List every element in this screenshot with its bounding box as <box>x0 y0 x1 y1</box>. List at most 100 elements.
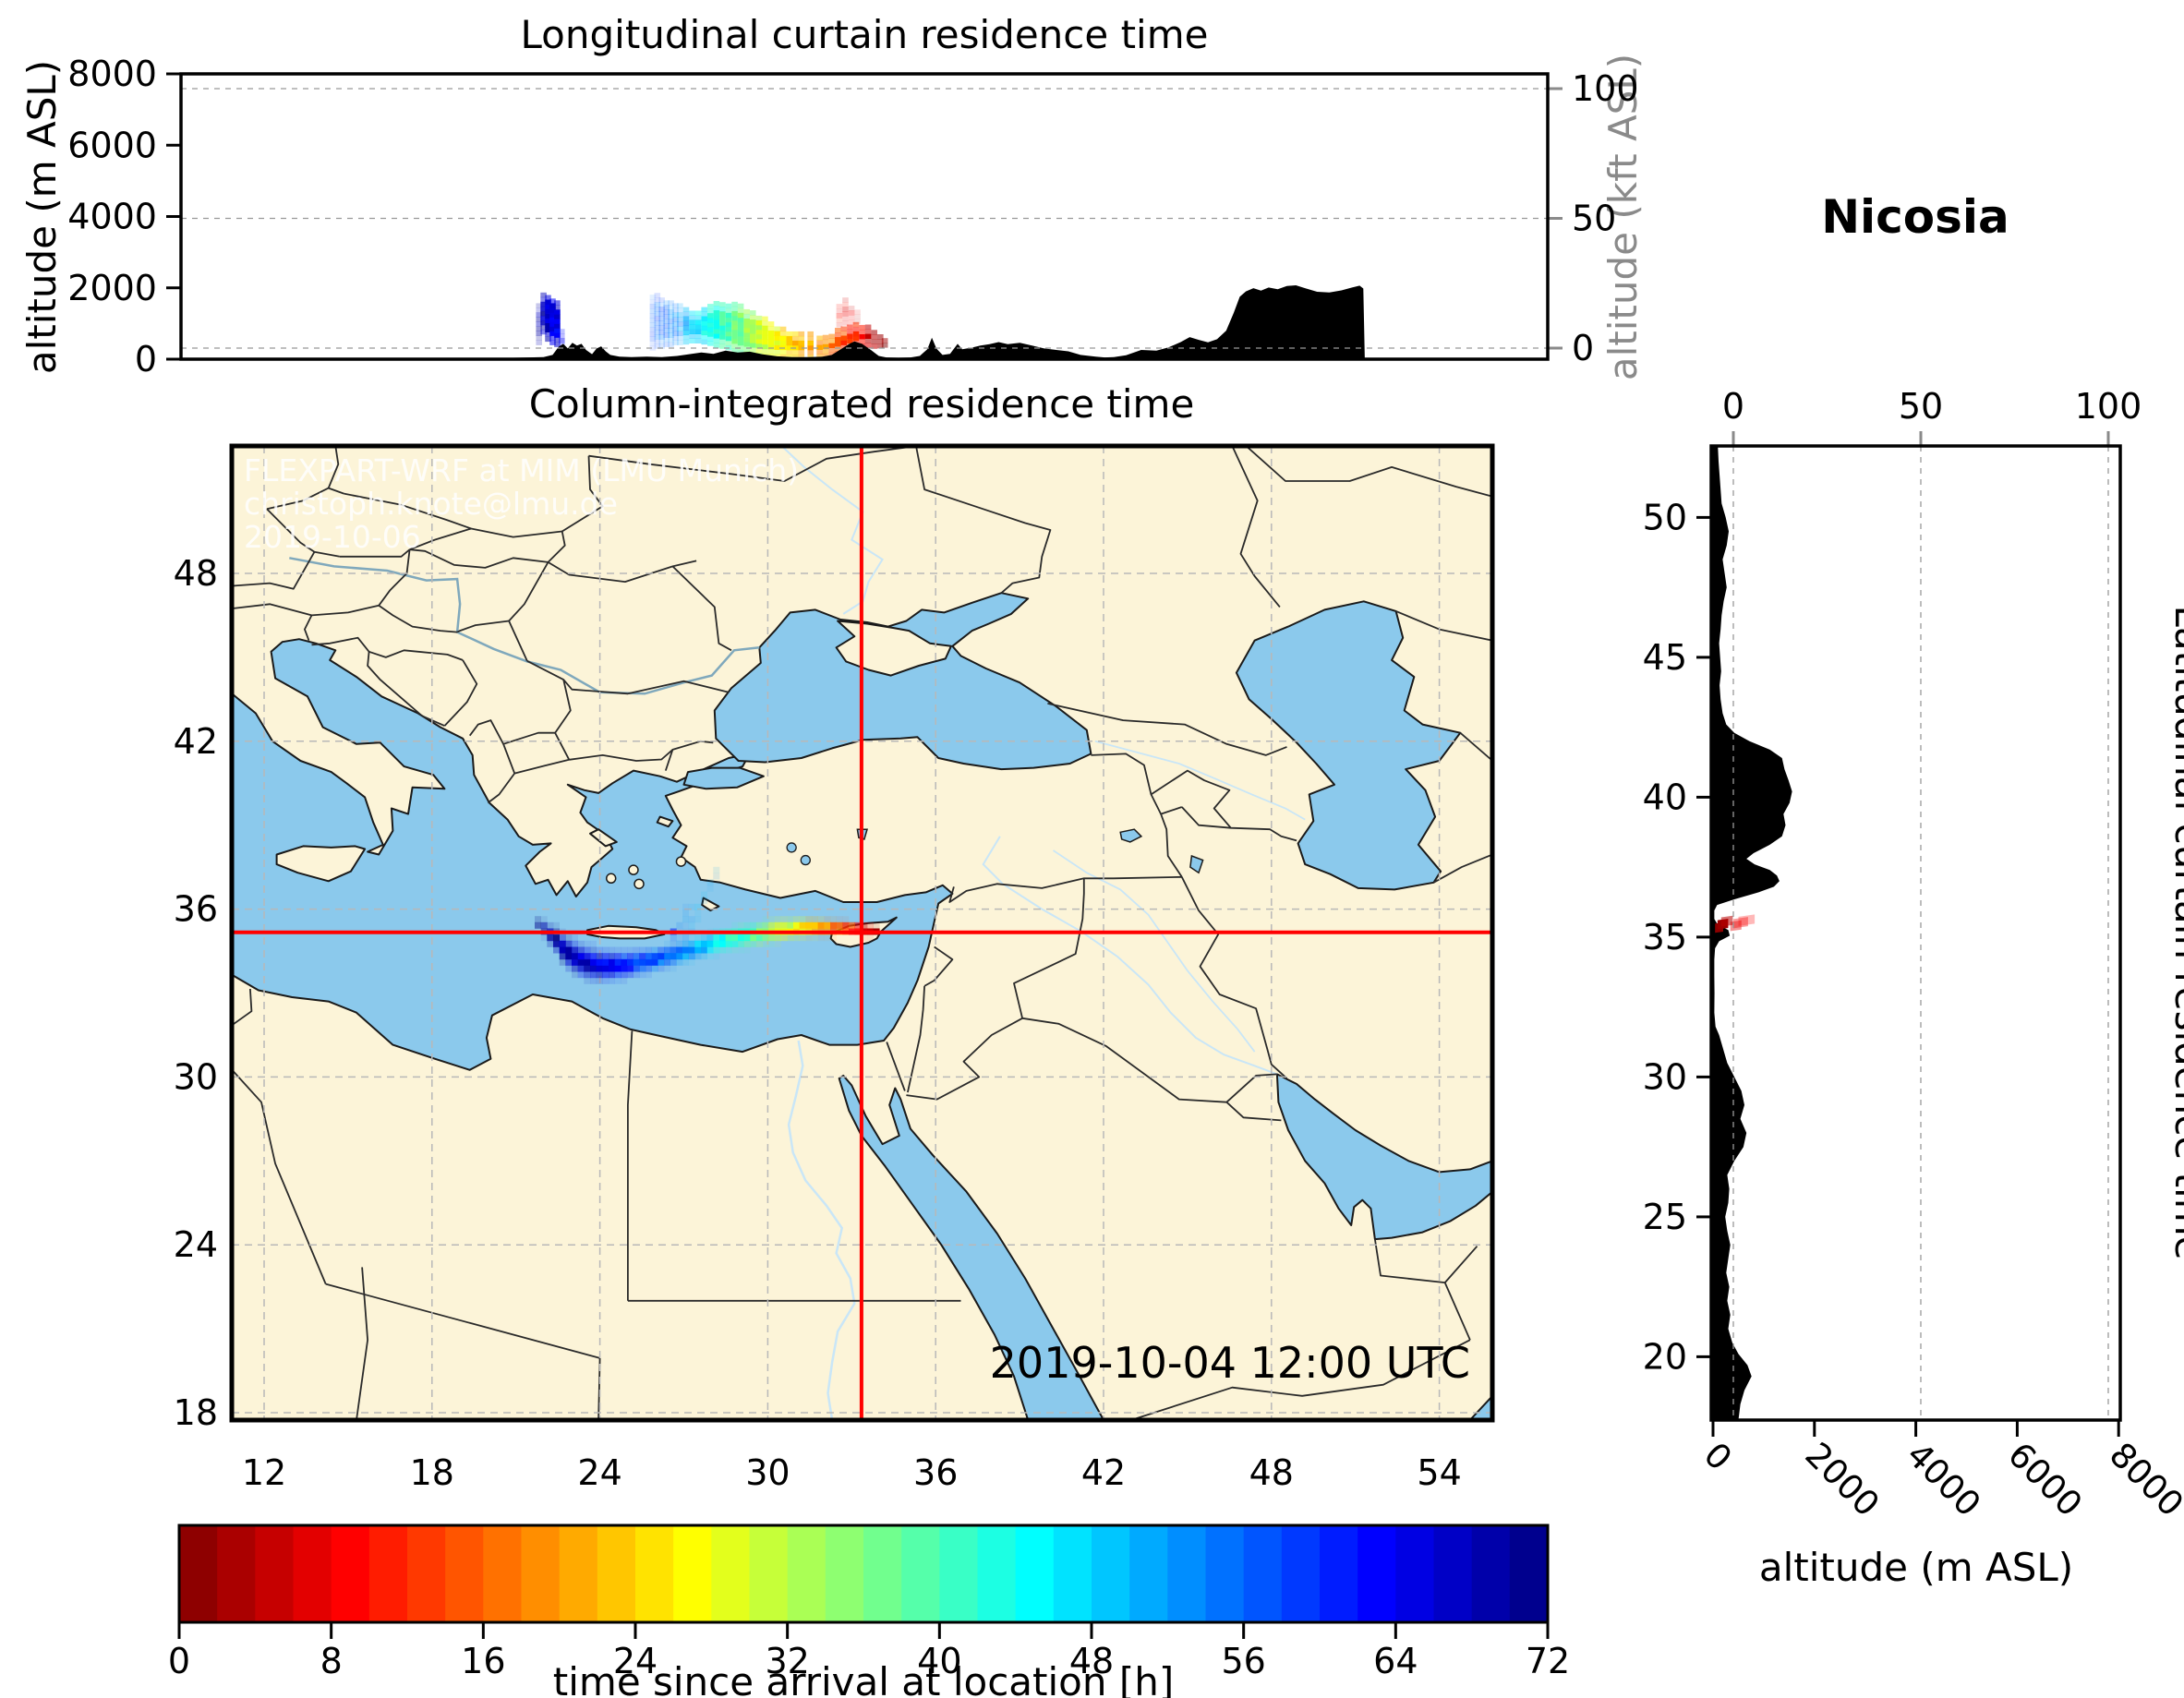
country-border <box>409 548 549 569</box>
colorbar-segment <box>559 1525 598 1622</box>
map-panel-title: Column-integrated residence time <box>529 381 1195 427</box>
longitudinal-plume <box>536 292 888 359</box>
longitudinal-ylabel: altitude (m ASL) <box>19 60 65 374</box>
island-crimea <box>835 620 952 677</box>
island-small <box>628 864 639 875</box>
map-frame <box>229 443 1495 1423</box>
xtick-label: 2000 <box>1797 1435 1887 1524</box>
ytick-label: 4000 <box>67 197 157 237</box>
colorbar-segment <box>1053 1525 1092 1622</box>
colorbar-tick-label: 8 <box>320 1641 343 1681</box>
country-border <box>456 620 510 633</box>
country-border <box>468 719 516 774</box>
colorbar-tick-label: 56 <box>1221 1641 1265 1681</box>
kft-tick-label: 0 <box>1722 386 1744 427</box>
colorbar-segment <box>939 1525 979 1622</box>
country-border <box>1459 732 1492 762</box>
island-small <box>633 878 645 890</box>
watermark-line-3: 2019-10-06 <box>244 519 421 555</box>
country-border <box>356 1267 368 1420</box>
country-border <box>588 446 917 482</box>
latitudinal-plume-cell <box>1720 915 1733 927</box>
map-ytick-label: 30 <box>174 1056 218 1097</box>
colorbar: 0 8 16 24 32 40 48 56 64 72 time since arrival at… <box>168 1523 1570 1698</box>
colorbar-segment <box>293 1525 332 1622</box>
map-ytick-label: 36 <box>174 889 218 930</box>
colorbar-segment <box>331 1525 370 1622</box>
colorbar-segment <box>1243 1525 1283 1622</box>
map-xtick-label: 12 <box>242 1452 286 1493</box>
country-border <box>1225 1073 1277 1103</box>
map-plume <box>535 866 880 984</box>
map-xtick-label: 54 <box>1417 1452 1461 1493</box>
country-border <box>554 679 572 761</box>
latitudinal-ylabel-right: Latitudinal curtain residence time <box>2166 606 2184 1260</box>
colorbar-segment <box>673 1525 712 1622</box>
country-border <box>906 1018 1023 1101</box>
colorbar-segment <box>863 1525 902 1622</box>
colorbar-segment <box>1015 1525 1055 1622</box>
map-xtick-label: 30 <box>745 1452 790 1493</box>
kft-tick-label: 100 <box>2075 386 2142 427</box>
map-ytick-label: 42 <box>174 721 218 762</box>
country-border <box>1091 753 1162 815</box>
map-ytick-label: 24 <box>174 1224 218 1265</box>
country-border <box>378 549 411 607</box>
island-euboea <box>589 828 618 848</box>
latitudinal-plume-cell <box>1738 914 1756 926</box>
colorbar-frame <box>177 1523 1550 1624</box>
country-border <box>1131 1339 1471 1420</box>
country-border <box>266 487 344 511</box>
river-dnieper <box>780 446 884 615</box>
colorbar-segment <box>1320 1525 1358 1622</box>
country-border <box>915 446 1052 594</box>
watermark-line-2: christoph.knote@lmu.de <box>244 486 618 522</box>
country-border <box>1374 1238 1445 1283</box>
map-panel: Column-integrated residence time FLEXPAR… <box>174 381 1495 1493</box>
country-border <box>304 614 313 642</box>
country-border <box>671 565 732 652</box>
map-ytick-label: 18 <box>174 1392 218 1433</box>
longitudinal-curtain-panel: Longitudinal curtain residence time alti… <box>19 12 1646 380</box>
colorbar-segment <box>368 1525 408 1622</box>
colorbar-segment <box>597 1525 636 1622</box>
country-border <box>311 604 380 617</box>
country-border <box>1181 806 1297 842</box>
sea-red-sea <box>838 1074 1104 1420</box>
country-border <box>547 455 604 563</box>
colorbar-tick-label: 0 <box>168 1641 190 1681</box>
country-border <box>1013 878 1085 1019</box>
country-border <box>508 620 528 662</box>
lake-small <box>800 854 811 866</box>
longitudinal-axes: 0 2000 4000 6000 8000 0 50 100 <box>67 54 1638 379</box>
longitudinal-frame <box>179 72 1550 361</box>
longitudinal-panel-title: Longitudinal curtain residence time <box>521 12 1209 57</box>
country-border <box>1225 1102 1282 1122</box>
longitudinal-plot-area <box>181 88 1548 359</box>
country-border <box>664 749 674 771</box>
country-border <box>1151 769 1232 829</box>
latitudinal-plot-area <box>1712 446 2109 1420</box>
island-lesbos <box>656 815 674 828</box>
colorbar-segment <box>179 1525 218 1622</box>
ytick-label: 6000 <box>67 125 157 165</box>
colorbar-label: time since arrival at location [h] <box>553 1659 1174 1698</box>
country-border <box>548 560 697 583</box>
lake <box>1189 854 1204 874</box>
colorbar-segment <box>1471 1525 1511 1622</box>
colorbar-segment <box>977 1525 1017 1622</box>
country-border <box>233 1070 327 1284</box>
colorbar-segment <box>749 1525 789 1622</box>
country-border <box>1180 876 1288 1079</box>
station-title: Nicosia <box>1821 190 2009 244</box>
sea-black-sea <box>713 592 1092 771</box>
country-border <box>233 603 312 617</box>
country-border <box>907 985 925 1093</box>
country-border <box>627 1030 633 1301</box>
map-xtick-label: 18 <box>410 1452 454 1493</box>
colorbar-segment <box>1357 1525 1396 1622</box>
country-border <box>344 492 472 530</box>
colorbar-segment <box>445 1525 484 1622</box>
island-small <box>605 873 617 885</box>
country-border <box>923 945 954 987</box>
